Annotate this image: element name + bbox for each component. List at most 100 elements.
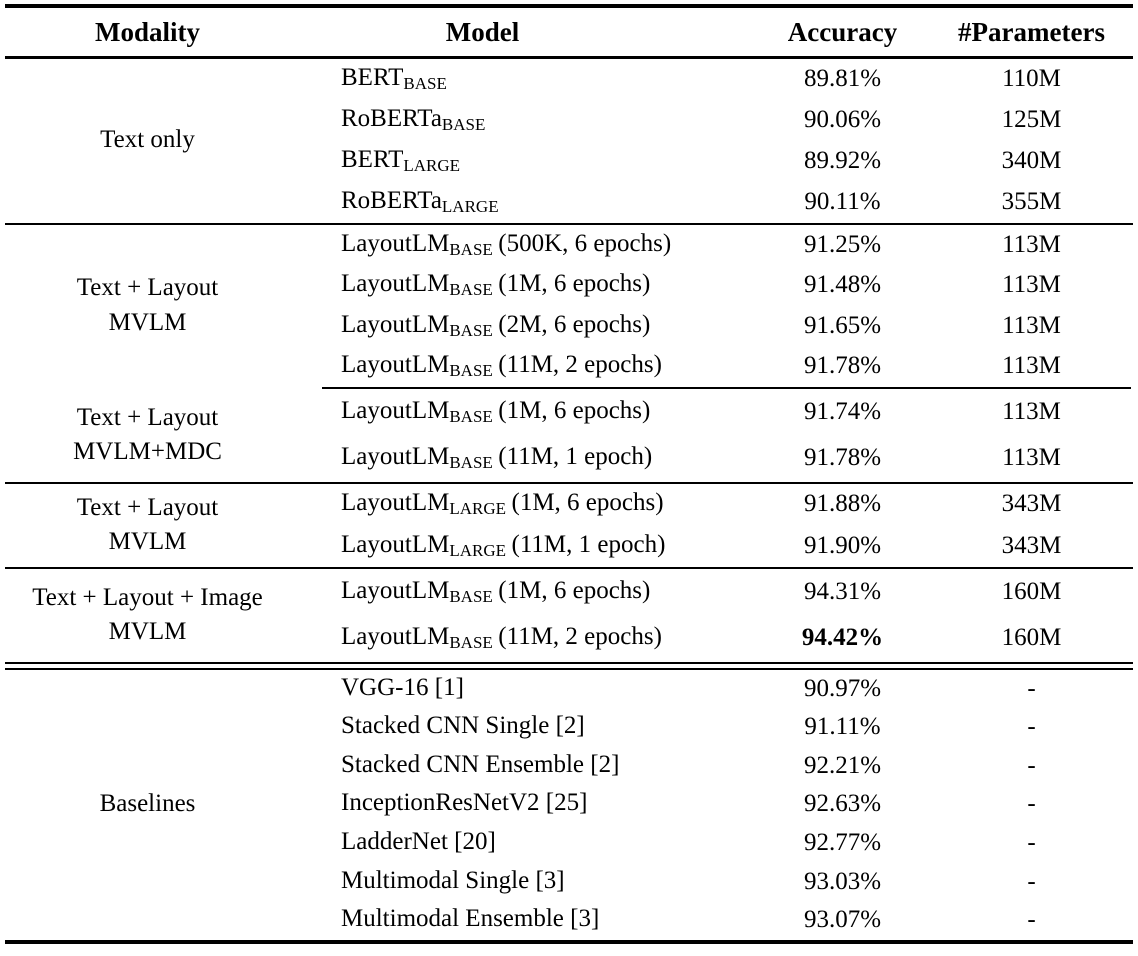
model-cell: LayoutLMBASE (11M, 2 epochs)	[295, 623, 760, 653]
accuracy-cell: 91.74%	[803, 397, 882, 425]
modality-cell: Text + Layout + Image MVLM	[32, 583, 263, 646]
accuracy-cell: 93.07%	[803, 906, 882, 934]
model-cell: Multimodal Ensemble [3]	[295, 905, 760, 935]
table-row: LayoutLMBASE (2M, 6 epochs) 91.65% 113M	[295, 311, 1138, 341]
header-modality: Modality	[95, 16, 200, 47]
model-name: LayoutLM	[341, 229, 450, 257]
model-subscript: BASE	[441, 115, 486, 134]
model-subscript: BASE	[449, 453, 493, 473]
section-rows: LayoutLMBASE (500K, 6 epochs) 91.25% 113M…	[295, 225, 1138, 387]
model-subscript: LARGE	[449, 499, 506, 519]
accuracy-cell: 92.77%	[803, 829, 882, 857]
model-cell: LayoutLMBASE (1M, 6 epochs)	[295, 270, 760, 300]
header-model: Model	[445, 16, 520, 47]
params-cell: 113M	[1002, 397, 1061, 425]
section-text-layout-mvlm-mdc: Text + Layout MVLM+MDC LayoutLMBASE (1M, …	[0, 389, 1138, 482]
accuracy-cell: 92.63%	[803, 790, 882, 818]
modality-cell: Baselines	[99, 790, 196, 818]
params-cell: -	[1027, 790, 1036, 818]
model-name: LayoutLM	[341, 530, 450, 558]
accuracy-cell: 89.81%	[803, 65, 882, 92]
table-row: LayoutLMBASE (500K, 6 epochs) 91.25% 113M	[295, 230, 1138, 260]
model-subscript: BASE	[449, 406, 493, 426]
model-cell: RoBERTaLARGE	[295, 187, 760, 217]
table-row: LayoutLMBASE (11M, 2 epochs) 91.78% 113M	[295, 351, 1138, 381]
accuracy-cell: 94.31%	[803, 577, 882, 605]
model-cell: VGG-16 [1]	[295, 674, 760, 704]
model-name: LayoutLM	[341, 576, 450, 604]
accuracy-cell best-result: 94.42%	[801, 624, 884, 652]
accuracy-cell: 91.78%	[803, 444, 882, 472]
double-rule-top	[5, 661, 1133, 664]
modality-cell: Text + Layout MVLM	[76, 493, 219, 556]
model-suffix: (1M, 6 epochs)	[498, 576, 651, 604]
params-cell: 160M	[1001, 577, 1062, 605]
model-name: Multimodal Single [3]	[341, 866, 565, 894]
model-cell: LayoutLMBASE (500K, 6 epochs)	[295, 230, 760, 260]
accuracy-cell: 92.21%	[803, 751, 882, 779]
model-cell: LayoutLMBASE (2M, 6 epochs)	[295, 311, 760, 341]
accuracy-cell: 91.90%	[803, 531, 882, 559]
model-cell: InceptionResNetV2 [25]	[295, 789, 760, 819]
section-text-only: Text only BERTBASE 89.81% 110M RoBERTaBA…	[0, 59, 1138, 223]
table-row: LadderNet [20] 92.77% -	[295, 828, 1138, 858]
section-text-layout-mvlm-large: Text + Layout MVLM LayoutLMLARGE (1M, 6 e…	[0, 484, 1138, 567]
params-cell: 125M	[1001, 106, 1062, 133]
params-cell: 113M	[1002, 352, 1061, 380]
model-name: LadderNet [20]	[341, 828, 496, 856]
model-suffix: (11M, 1 epoch)	[498, 443, 653, 471]
accuracy-cell: 91.11%	[804, 713, 881, 741]
table-row: InceptionResNetV2 [25] 92.63% -	[295, 789, 1138, 819]
model-name: LayoutLM	[341, 310, 450, 338]
accuracy-cell: 89.92%	[803, 147, 882, 174]
params-cell: -	[1027, 906, 1036, 934]
accuracy-cell: 91.88%	[803, 490, 882, 518]
model-name: InceptionResNetV2 [25]	[341, 789, 588, 817]
params-cell: -	[1027, 713, 1036, 741]
model-cell: LayoutLMBASE (1M, 6 epochs)	[295, 397, 760, 427]
header-accuracy: Accuracy	[787, 16, 898, 47]
section-rows: VGG-16 [1] 90.97% - Stacked CNN Single […	[295, 670, 1138, 940]
model-cell: LayoutLMLARGE (11M, 1 epoch)	[295, 531, 760, 561]
model-name: LayoutLM	[341, 351, 450, 379]
model-name: BERT	[341, 146, 404, 173]
model-name: Stacked CNN Ensemble [2]	[341, 750, 620, 778]
model-cell: Stacked CNN Single [2]	[295, 712, 760, 742]
model-cell: LayoutLMBASE (1M, 6 epochs)	[295, 577, 760, 607]
model-suffix: (500K, 6 epochs)	[498, 229, 672, 257]
section-text-layout-image-mvlm: Text + Layout + Image MVLM LayoutLMBASE(…	[0, 569, 1138, 662]
table-row: Stacked CNN Ensemble [2] 92.21% -	[295, 751, 1138, 781]
table-row: Stacked CNN Single [2] 91.11% -	[295, 712, 1138, 742]
params-cell: 340M	[1001, 147, 1062, 174]
model-subscript: LARGE	[449, 540, 506, 560]
section-rows: BERTBASE 89.81% 110M RoBERTaBASE 90.06% …	[295, 59, 1138, 223]
model-name: RoBERTa	[341, 187, 442, 214]
model-name: Multimodal Ensemble [3]	[341, 905, 600, 933]
model-cell: RoBERTaBASE	[295, 105, 760, 135]
accuracy-cell: 91.65%	[803, 311, 882, 339]
accuracy-cell: 90.11%	[804, 188, 881, 215]
params-cell: 110M	[1002, 65, 1061, 92]
model-cell: BERTLARGE	[295, 146, 760, 176]
accuracy-cell: 91.78%	[803, 352, 882, 380]
table-row: LayoutLMBASE (1M, 6 epochs) 91.48% 113M	[295, 270, 1138, 300]
model-subscript: BASE	[449, 633, 493, 653]
model-cell: Stacked CNN Ensemble [2]	[295, 751, 760, 781]
model-suffix: (11M, 2 epochs)	[498, 623, 662, 651]
model-name: VGG-16 [1]	[341, 673, 464, 701]
model-name: LayoutLM	[341, 396, 450, 424]
modality-cell: Text + Layout MVLM	[76, 274, 219, 336]
params-cell: -	[1027, 867, 1036, 895]
params-cell: 113M	[1002, 444, 1061, 472]
header-rule	[5, 56, 1133, 59]
params-cell: 113M	[1002, 311, 1061, 339]
accuracy-cell: 93.03%	[803, 867, 882, 895]
params-cell: 355M	[1001, 188, 1062, 215]
section-rule	[5, 481, 1133, 484]
accuracy-cell: 91.48%	[803, 271, 882, 299]
params-cell: 343M	[1001, 531, 1062, 559]
model-subscript: BASE	[403, 74, 447, 93]
table-row: LayoutLMBASE (1M, 6 epochs) 94.31% 160M	[295, 577, 1138, 607]
params-cell: 160M	[1001, 624, 1062, 652]
section-baselines: Baselines VGG-16 [1] 90.97% - Stacked CN…	[0, 670, 1138, 940]
